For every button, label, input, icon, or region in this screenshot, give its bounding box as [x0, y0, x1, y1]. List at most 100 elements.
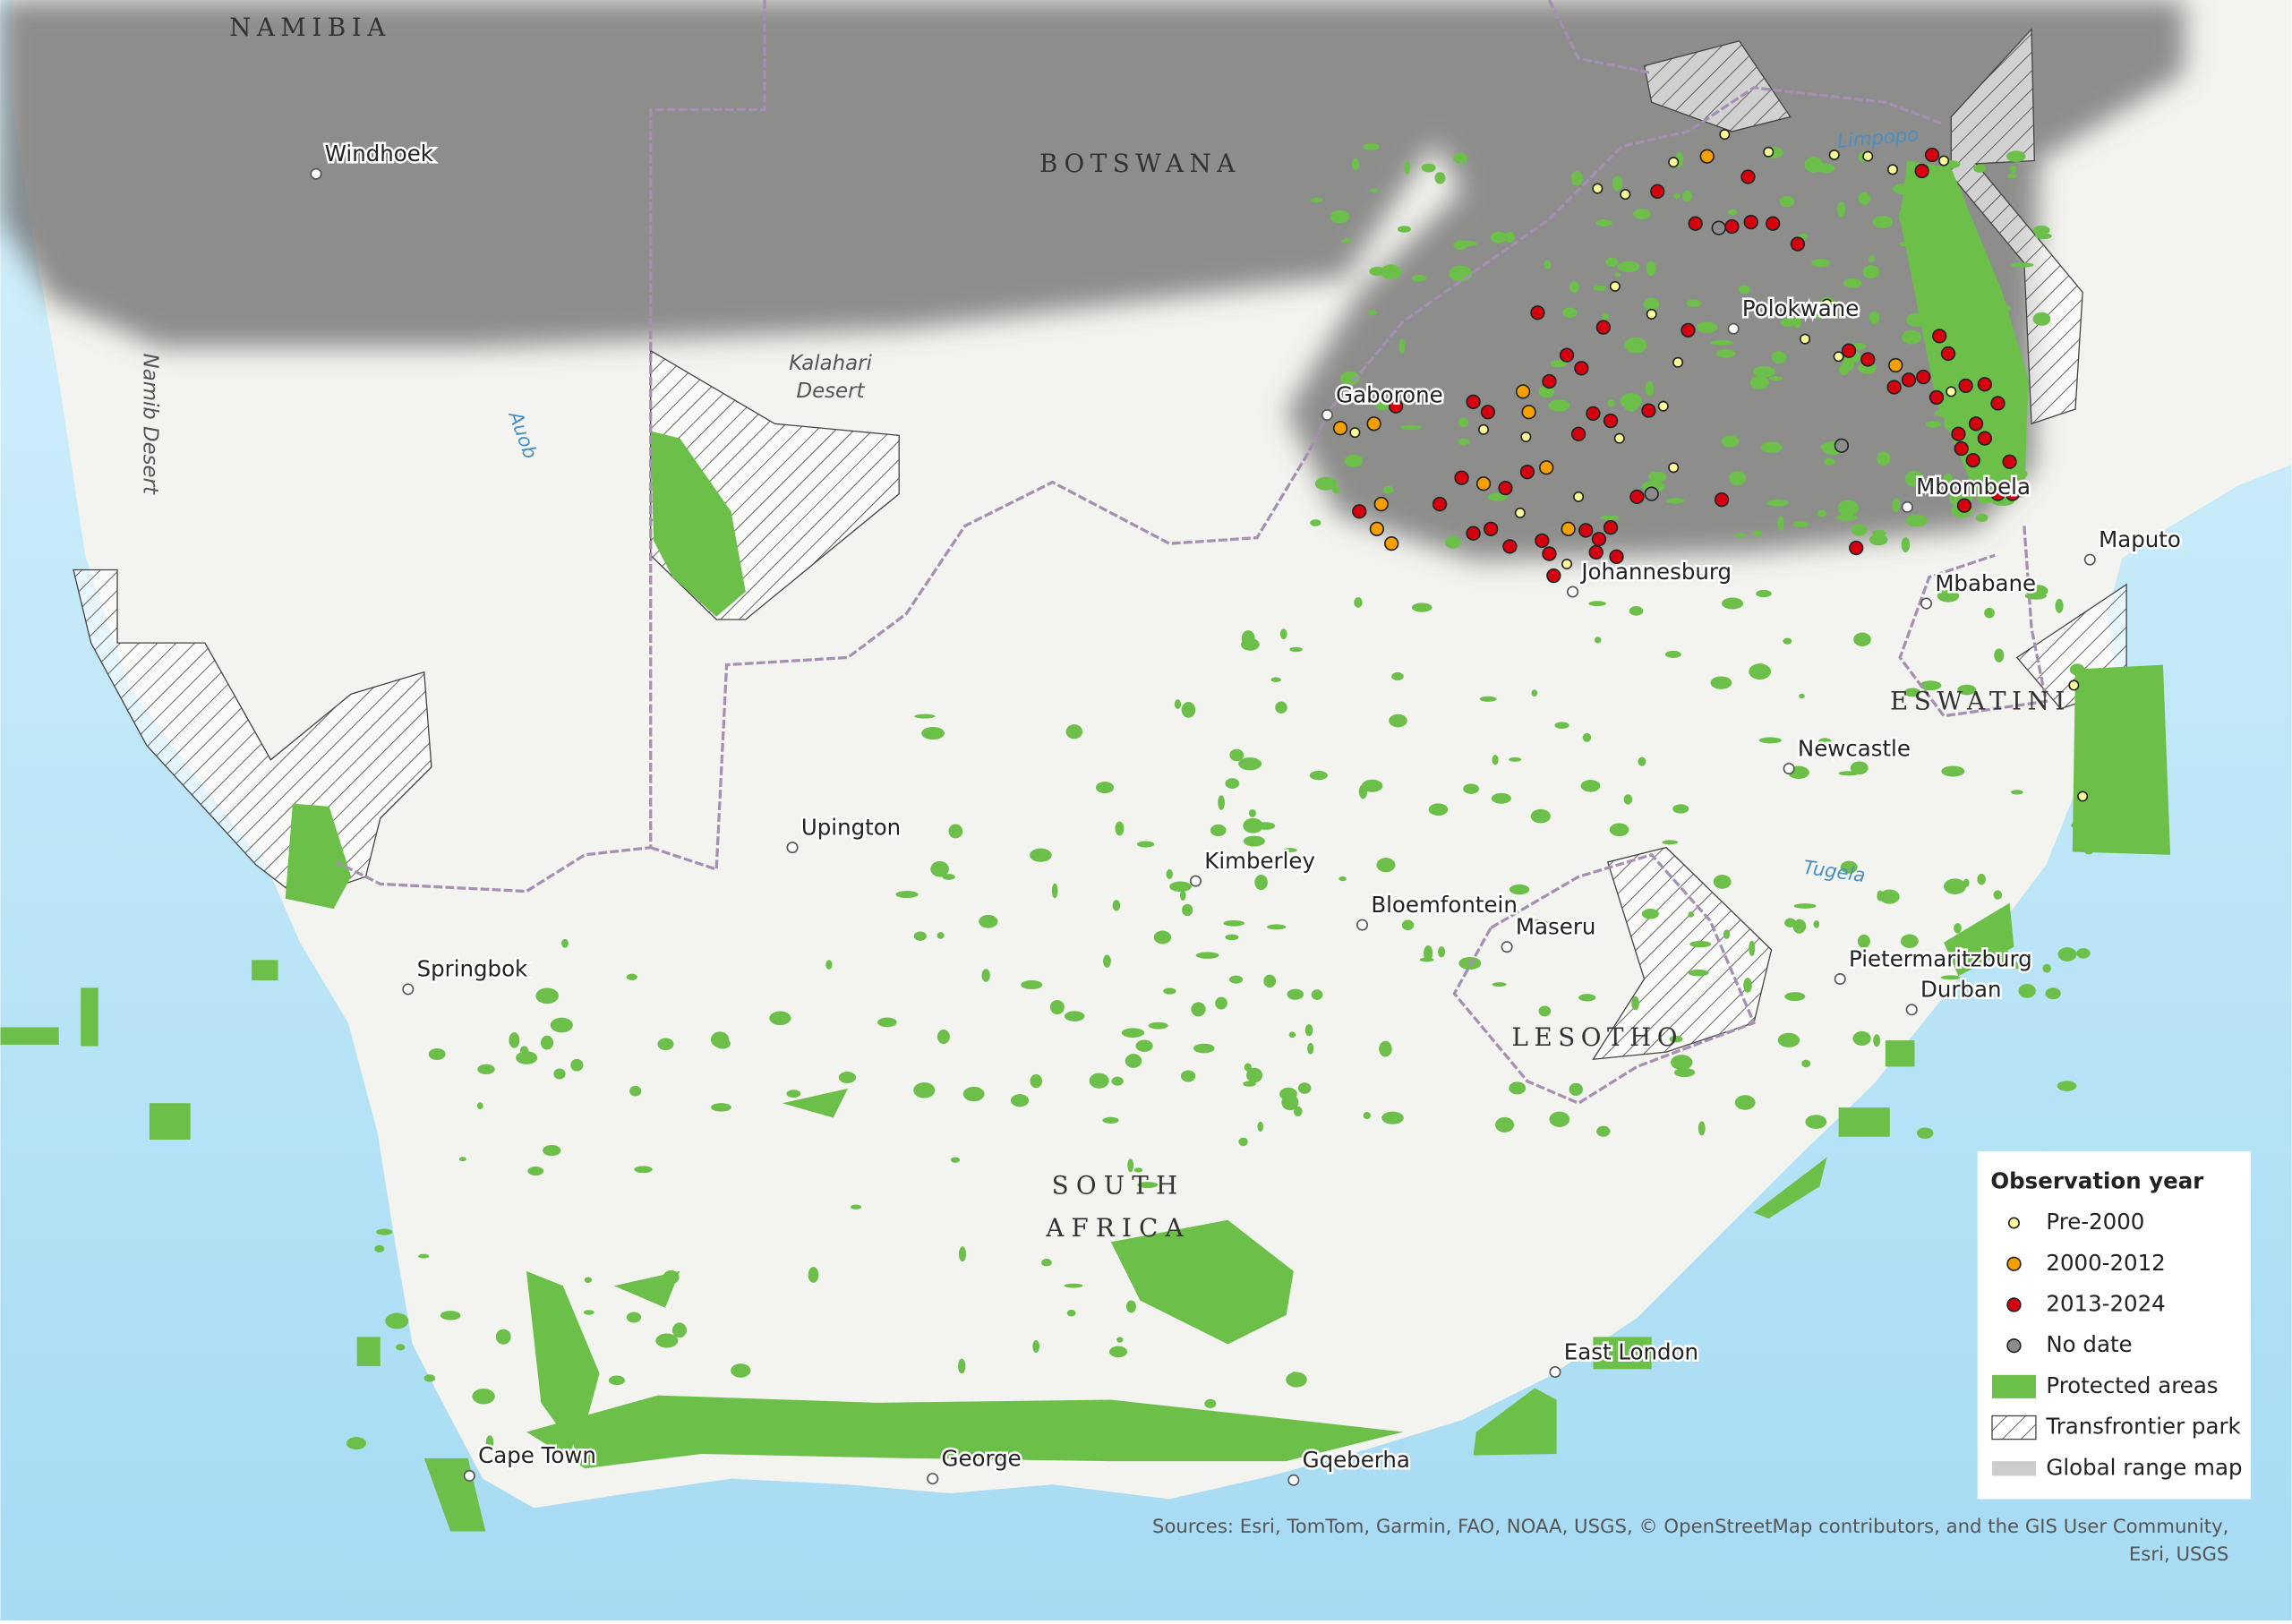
- protected-patch: [1605, 257, 1619, 268]
- protected-patch: [936, 1029, 950, 1045]
- protected-patch: [1235, 1243, 1257, 1248]
- protected-patch: [958, 1246, 967, 1262]
- observation-dot: [1388, 398, 1404, 414]
- protected-patch: [1367, 310, 1377, 316]
- protected-patch: [2057, 1081, 2077, 1091]
- observation-dot: [1916, 369, 1931, 385]
- protected-patch: [516, 1051, 538, 1064]
- protected-patch: [1578, 994, 1596, 1002]
- protected-patch: [1669, 1035, 1683, 1043]
- protected-patch: [1766, 500, 1789, 507]
- protected-patch: [1902, 329, 1922, 345]
- protected-patch: [1943, 473, 1953, 485]
- protected-patch: [1836, 514, 1858, 521]
- protected-patch: [728, 1436, 741, 1443]
- protected-patch: [1111, 1076, 1124, 1086]
- protected-patch: [1743, 978, 1752, 993]
- observation-dot: [1384, 535, 1399, 551]
- protected-patch: [1817, 509, 1826, 517]
- city-label: Johannesburg: [1579, 559, 1732, 585]
- observation-dot: [1914, 163, 1929, 179]
- protected-patch: [1898, 241, 1920, 247]
- protected-patch: [731, 1363, 751, 1378]
- protected-patch: [1238, 757, 1262, 771]
- protected-patch: [1671, 1055, 1693, 1071]
- protected-patch: [1550, 360, 1567, 368]
- city-marker: [402, 983, 415, 996]
- protected-patch: [1715, 348, 1736, 358]
- protected-patch: [1892, 498, 1901, 513]
- protected-patch: [657, 1038, 674, 1051]
- protected-patch: [1777, 516, 1784, 531]
- observation-dot: [1432, 496, 1448, 512]
- protected-patch: [1215, 996, 1227, 1010]
- protected-patch: [1330, 209, 1350, 224]
- observation-dot: [1613, 432, 1625, 444]
- protected-patch: [1723, 929, 1731, 939]
- observation-dot: [1763, 146, 1775, 158]
- protected-patch: [1758, 737, 1782, 744]
- protected-patch: [913, 1082, 936, 1098]
- protected-patch: [1204, 1398, 1217, 1409]
- protected-patch: [2042, 963, 2051, 973]
- protected-patch: [1121, 1028, 1145, 1038]
- protected-patch: [1182, 903, 1193, 917]
- protected-patch: [936, 932, 945, 939]
- protected-patch: [1309, 770, 1328, 781]
- protected-patch: [1783, 637, 1792, 645]
- observation-dot: [1719, 129, 1731, 141]
- observation-dot: [1578, 523, 1594, 538]
- protected-patch: [1954, 235, 1967, 250]
- observation-dot: [1766, 216, 1781, 231]
- protected-patch: [1804, 157, 1823, 173]
- legend-box: [1977, 1151, 2251, 1500]
- protected-patch: [1404, 160, 1410, 175]
- protected-patch: [1569, 281, 1579, 294]
- city-marker: [1905, 1004, 1918, 1016]
- protected-patch: [553, 1068, 566, 1080]
- protected-patch: [1633, 209, 1651, 219]
- protected-patch: [1354, 597, 1363, 608]
- protected-patch: [1311, 989, 1323, 1001]
- legend: Observation year Pre-2000 2000-2012 2013-2…: [1977, 1151, 2251, 1500]
- protected-patch: [2007, 173, 2017, 179]
- protected-patch: [1992, 949, 2011, 963]
- protected-patch: [1400, 424, 1423, 431]
- protected-patch: [626, 1312, 642, 1323]
- protected-patch: [1920, 680, 1942, 691]
- protected-patch: [1379, 1040, 1392, 1057]
- protected-patch: [1940, 975, 1961, 980]
- protected-patch: [634, 1166, 653, 1174]
- legend-symbol: [1991, 1374, 2036, 1398]
- protected-patch: [1136, 841, 1155, 848]
- protected-patch: [1530, 808, 1551, 824]
- protected-patch: [1370, 188, 1378, 193]
- protected-patch: [671, 1322, 688, 1338]
- protected-patch: [1843, 278, 1862, 288]
- protected-patch: [1281, 1094, 1299, 1111]
- attribution-box: Sources: Esri, TomTom, Garmin, FAO, NOAA…: [1152, 1517, 2228, 1566]
- protected-patch: [1051, 883, 1058, 899]
- observation-dot: [1965, 452, 1980, 468]
- protected-patch: [1289, 646, 1303, 653]
- protected-patch: [1595, 637, 1602, 644]
- protected-patch: [476, 1102, 483, 1110]
- observation-dot: [1699, 149, 1715, 164]
- observation-dot: [1711, 220, 1726, 235]
- protected-patch: [711, 1103, 731, 1112]
- observation-dot: [1561, 521, 1576, 536]
- protected-patch: [1032, 1339, 1040, 1354]
- country-label: BOTSWANA: [1039, 149, 1241, 178]
- protected-patch: [1869, 311, 1880, 325]
- transfrontier-parks: [73, 28, 2127, 1061]
- observation-dot: [1535, 533, 1550, 549]
- protected-patch: [1438, 946, 1446, 958]
- protected-patch: [1957, 369, 1970, 381]
- protected-patch: [1857, 934, 1870, 949]
- observation-dot: [1924, 147, 1940, 163]
- protected-patch: [1424, 945, 1433, 962]
- observation-dot: [1592, 183, 1604, 194]
- protected-patch: [1015, 1414, 1022, 1429]
- observation-dot: [1514, 507, 1526, 518]
- city-marker: [927, 1473, 939, 1485]
